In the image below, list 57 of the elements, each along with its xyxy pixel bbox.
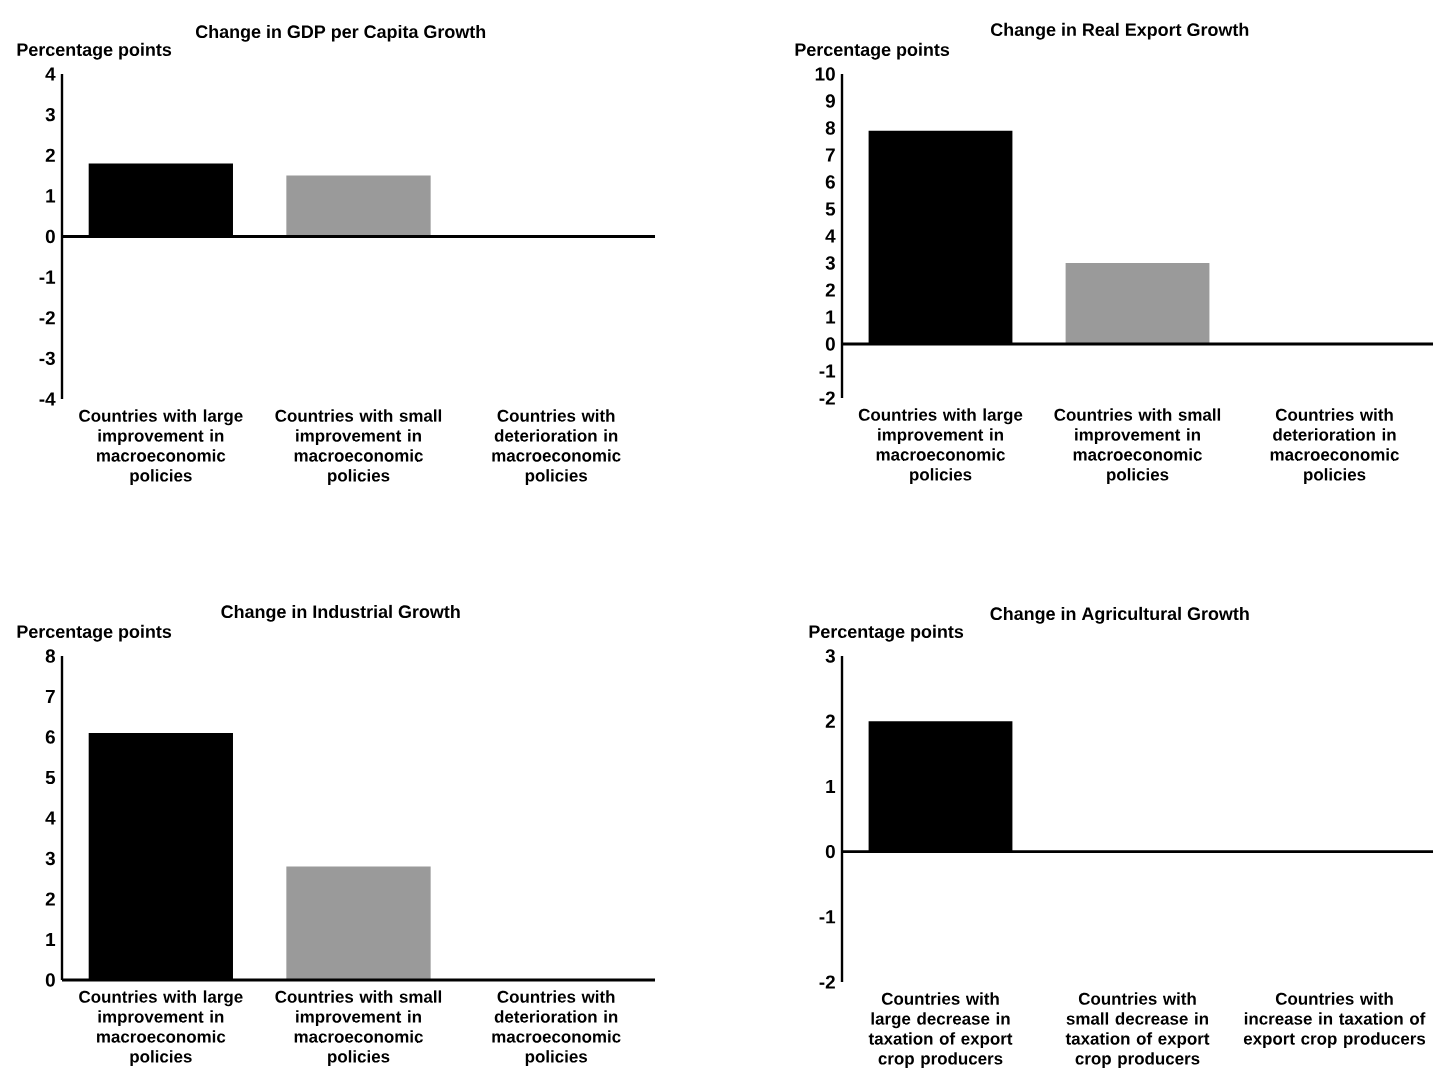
y-tick-label: 0	[825, 844, 835, 859]
y-tick-label: 4	[825, 229, 836, 243]
y-tick-label: 5	[45, 770, 56, 785]
y-tick-label: 3	[45, 107, 55, 122]
y-tick-label: 9	[825, 94, 835, 108]
y-tick-label: 2	[825, 283, 835, 297]
y-axis-title: Percentage points	[795, 42, 950, 60]
y-tick-label: 10	[815, 67, 835, 81]
y-tick-label: 6	[45, 730, 55, 744]
x-tick-label: Countries with large improvement in macroeconomic policies	[858, 408, 1023, 484]
x-tick-label: Countries with small improvement in macroeconomic policies	[1054, 408, 1221, 484]
y-tick-label: -3	[39, 351, 55, 366]
y-axis-title: Percentage points	[17, 624, 172, 642]
chart-title: Change in Agricultural Growth	[990, 606, 1249, 624]
chart-title: Change in Real Export Growth	[991, 22, 1249, 40]
y-tick-label: 5	[825, 202, 836, 216]
y-tick-label: 2	[825, 714, 835, 728]
x-tick-label: Countries with large improvement in macroeconomic policies	[79, 990, 243, 1066]
y-tick-label: -1	[819, 910, 836, 924]
y-axis-title: Percentage points	[809, 624, 964, 642]
y-tick-label: -1	[39, 270, 56, 284]
y-tick-label: 3	[825, 649, 835, 663]
x-tick-label: Countries with deterioration in macroeconomic policies	[492, 409, 621, 485]
y-tick-label: 2	[45, 148, 55, 162]
y-tick-label: 7	[45, 689, 55, 704]
x-tick-label: Countries with large improvement in macroeconomic policies	[79, 409, 243, 485]
y-tick-label: 8	[45, 649, 56, 663]
y-tick-label: 0	[45, 229, 55, 244]
y-tick-label: -2	[819, 391, 835, 405]
x-tick-label: Countries with small improvement in macroeconomic policies	[275, 990, 442, 1066]
y-tick-label: 1	[46, 189, 56, 203]
x-tick-label: Countries with deterioration in macroeconomic policies	[492, 990, 621, 1066]
chart-title: Change in Industrial Growth	[221, 604, 460, 622]
x-tick-label: Countries with small improvement in macroeconomic policies	[275, 409, 442, 485]
y-axis-title: Percentage points	[17, 42, 172, 60]
y-tick-label: 3	[45, 851, 55, 866]
x-tick-label: Countries with small decrease in taxation of export crop producers	[1065, 992, 1210, 1068]
y-tick-label: -1	[819, 364, 836, 378]
y-tick-label: 4	[45, 811, 56, 825]
y-tick-label: 0	[825, 337, 835, 351]
y-tick-label: -2	[39, 311, 55, 325]
chart-title: Change in GDP per Capita Growth	[195, 24, 486, 42]
x-tick-label: Countries with increase in taxation of export crop producers	[1243, 992, 1426, 1048]
y-tick-label: -2	[819, 975, 835, 989]
y-tick-label: 8	[825, 121, 836, 135]
y-tick-label: 2	[45, 892, 55, 906]
y-tick-label: 1	[826, 779, 836, 793]
y-tick-label: 7	[825, 148, 835, 162]
y-tick-label: 3	[825, 256, 835, 270]
y-tick-label: 6	[825, 175, 835, 189]
x-tick-label: Countries with large decrease in taxation of export crop producers	[868, 992, 1013, 1068]
y-tick-label: 1	[826, 310, 836, 324]
x-tick-label: Countries with deterioration in macroeconomic policies	[1270, 408, 1399, 484]
y-tick-label: 4	[45, 67, 56, 81]
y-tick-label: 0	[45, 973, 55, 987]
y-tick-label: 1	[46, 932, 56, 947]
y-tick-label: -4	[39, 392, 56, 406]
